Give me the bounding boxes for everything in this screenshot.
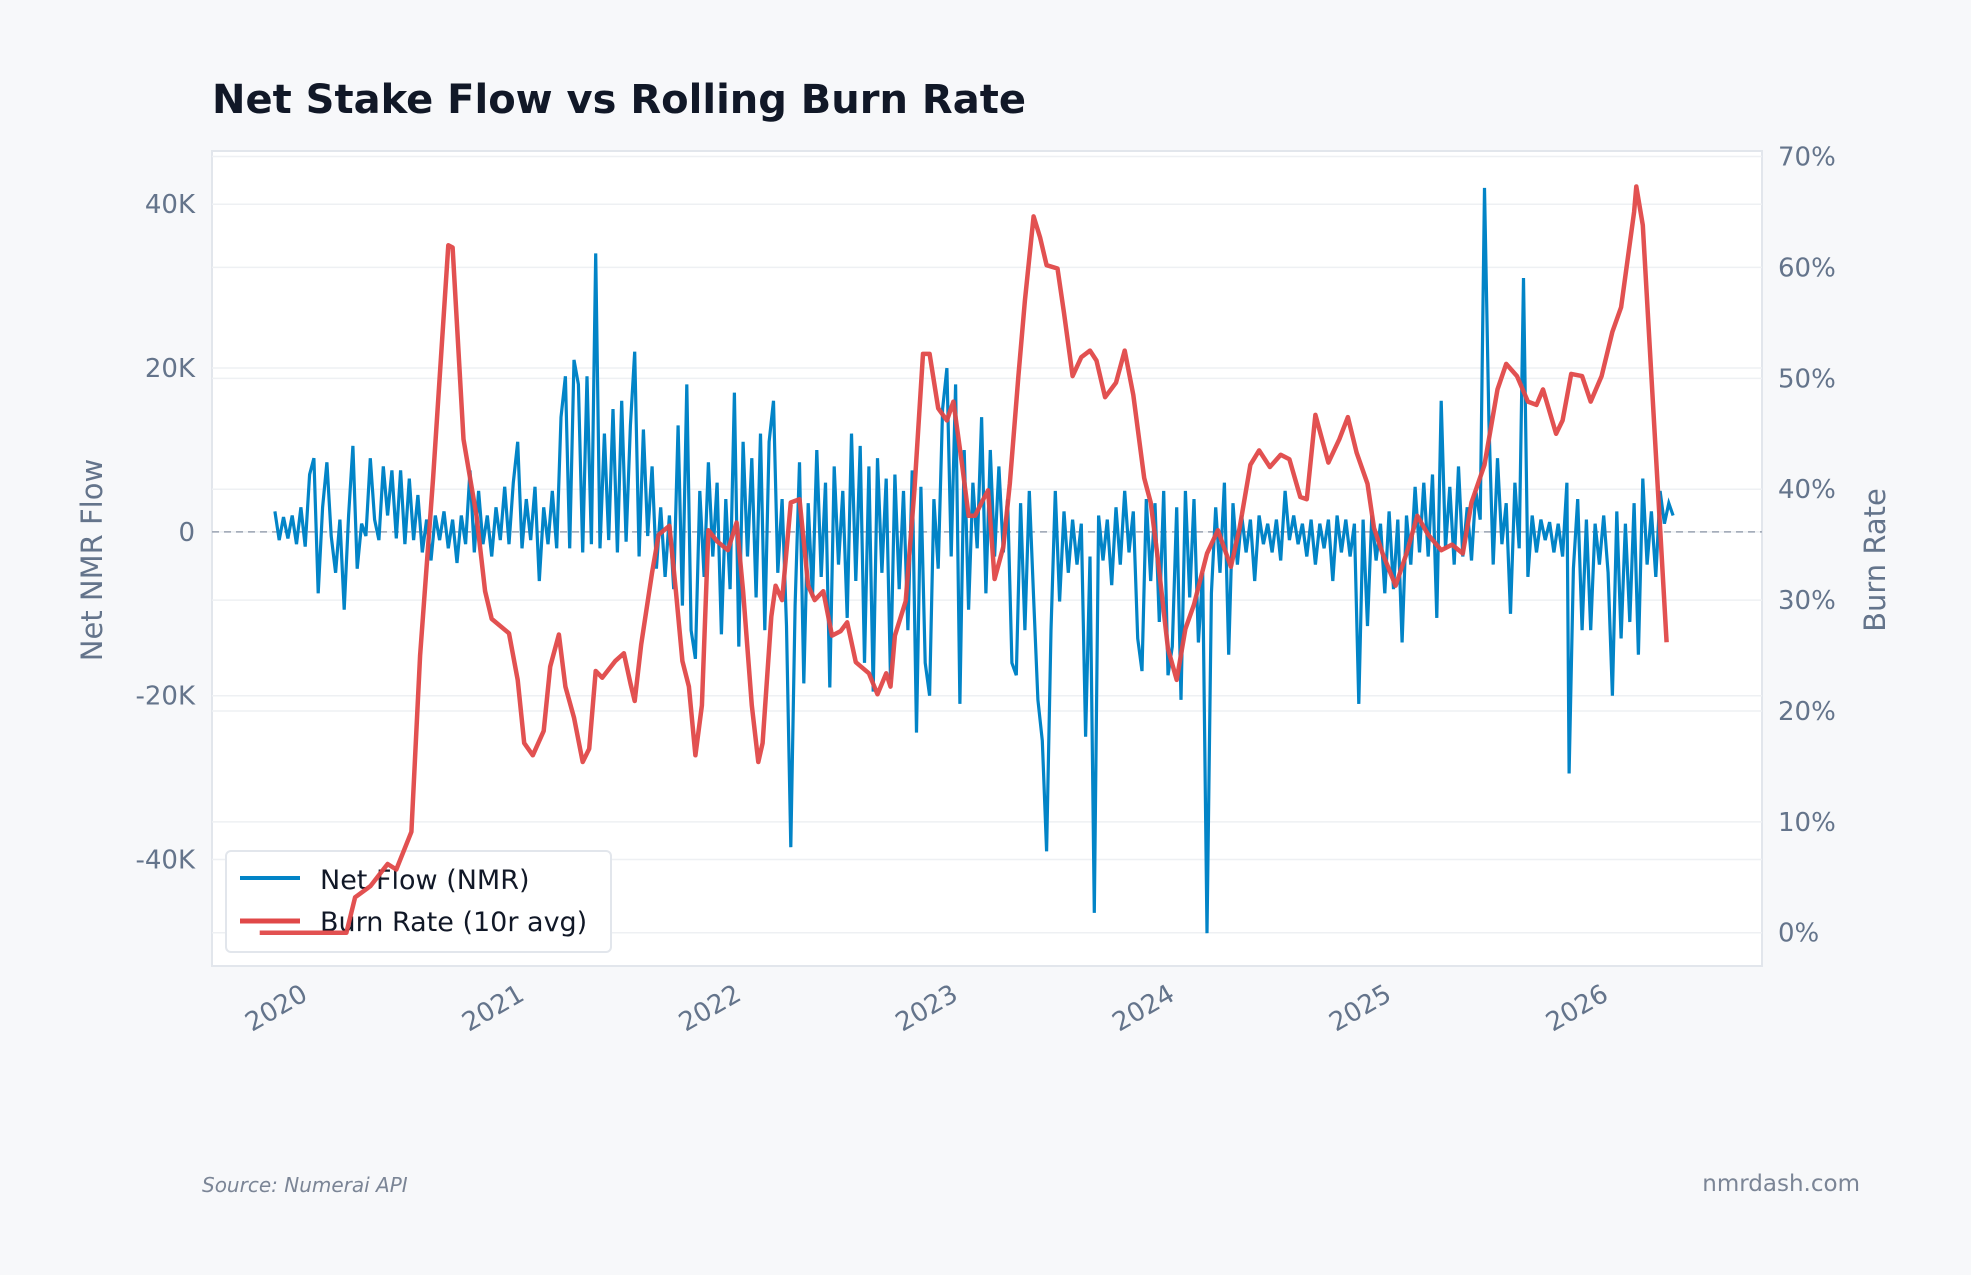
y-axis-right: 70% 60% 50% 40% 30% 20% 10% 0% [1778,143,1836,949]
x-tick-label: 2026 [1541,979,1613,1038]
y-tick-label: 40K [145,190,196,220]
y2-tick-label: 30% [1778,586,1836,616]
y2-tick-label: 0% [1778,919,1819,949]
series-layer [259,184,1675,935]
y2-tick-label: 60% [1778,253,1836,283]
x-tick-label: 2024 [1108,979,1180,1038]
x-tick-label: 2021 [457,979,529,1038]
y-axis-left: 40K 20K 0 -20K -40K [135,190,195,875]
x-tick-label: 2022 [674,979,746,1038]
y-tick-label: -40K [135,846,195,876]
burn-rate-line [259,184,1669,935]
x-tick-label: 2020 [240,979,312,1038]
y2-tick-label: 20% [1778,697,1836,727]
y-axis-label: Net NMR Flow [75,459,109,661]
y-tick-label: 20K [145,354,196,384]
x-tick-label: 2023 [891,979,963,1038]
x-tick-label: 2025 [1324,979,1396,1038]
y2-tick-label: 50% [1778,364,1836,394]
chart-title: Net Stake Flow vs Rolling Burn Rate [212,77,1026,123]
source-note: Source: Numerai API [202,1173,408,1197]
x-axis: 2020 2021 2022 2023 2024 2025 2026 [240,979,1613,1038]
y2-tick-label: 10% [1778,808,1836,838]
legend-label-burn-rate: Burn Rate (10r avg) [320,907,587,938]
legend: Net Flow (NMR) Burn Rate (10r avg) [225,850,612,953]
y2-tick-label: 40% [1778,475,1836,505]
brand-watermark: nmrdash.com [1702,1171,1860,1197]
legend-box [225,850,612,953]
y2-tick-label: 70% [1778,143,1836,173]
legend-label-net-flow: Net Flow (NMR) [320,865,530,896]
y-tick-label: -20K [135,682,195,712]
y2-axis-label: Burn Rate [1858,488,1892,632]
y-tick-label: 0 [178,518,195,548]
